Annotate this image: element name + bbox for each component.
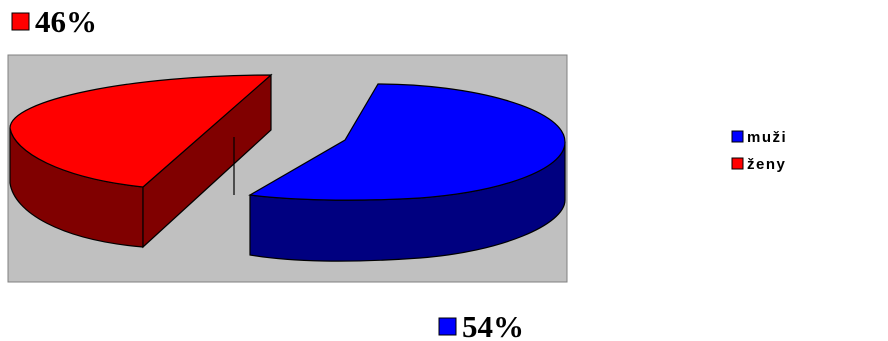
pie-slice-zeny-top	[9, 74, 273, 188]
pie-slice-zeny	[9, 73, 273, 249]
legend-item-zeny: ženy	[731, 156, 786, 173]
data-label-muzi: 54%	[438, 309, 524, 341]
data-label-muzi-text: 54%	[462, 309, 524, 341]
data-label-muzi-marker	[438, 317, 457, 336]
legend: muži ženy	[731, 129, 787, 173]
legend-swatch-zeny	[731, 157, 744, 170]
pie-slice-muzi	[248, 83, 566, 262]
legend-swatch-muzi	[731, 130, 744, 143]
legend-label-muzi: muži	[747, 129, 787, 146]
legend-item-muzi: muži	[731, 129, 787, 146]
data-label-zeny-marker	[11, 12, 30, 31]
data-label-zeny-text: 46%	[35, 4, 97, 39]
legend-label-zeny: ženy	[747, 156, 786, 173]
pie-slice-muzi-top	[248, 83, 566, 201]
data-label-zeny: 46%	[11, 4, 97, 39]
